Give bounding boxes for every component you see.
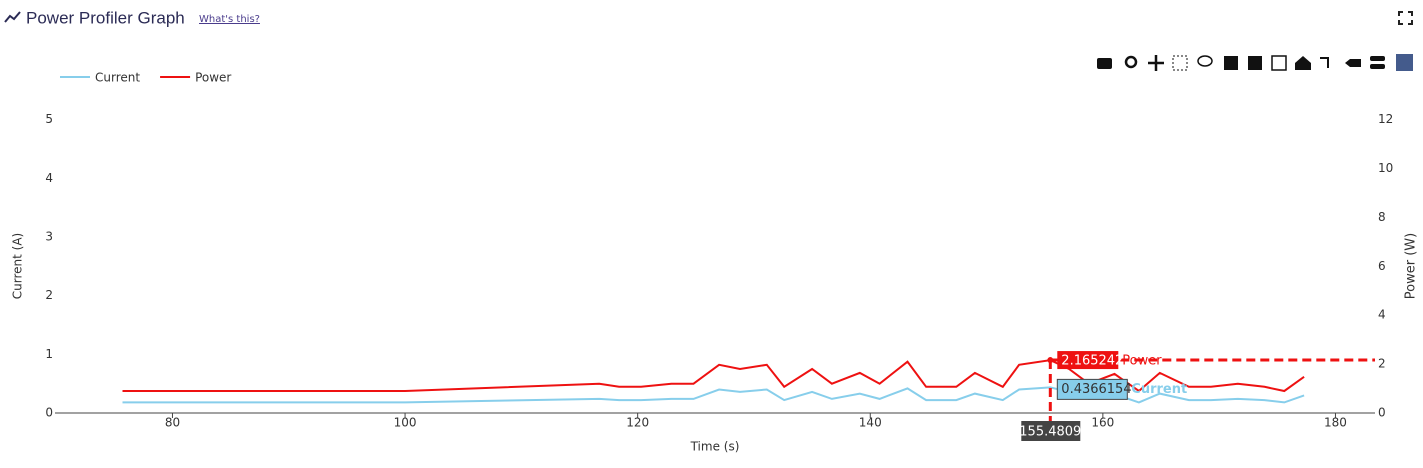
x-tick-label: 120	[626, 416, 649, 430]
help-link[interactable]: What's this?	[199, 14, 260, 25]
logo-button[interactable]	[1396, 54, 1413, 71]
select-button[interactable]	[1172, 55, 1188, 71]
y2-tick-label: 2	[1378, 357, 1386, 371]
y-tick-label: 5	[45, 112, 53, 126]
y2-tick-label: 8	[1378, 210, 1386, 224]
hover-value: 0.4366154	[1061, 382, 1131, 397]
y-tick-label: 0	[45, 406, 53, 420]
hover-point	[1047, 357, 1054, 364]
x-axis-label: Time (s)	[690, 440, 740, 454]
x-tick-label: 160	[1091, 416, 1114, 430]
pan-button[interactable]	[1148, 55, 1164, 71]
y2-tick-label: 12	[1378, 112, 1393, 126]
y-axis-label: Current (A)	[11, 233, 25, 299]
x-tick-label: 140	[859, 416, 882, 430]
x-tick-label: 80	[165, 416, 180, 430]
zoom-button[interactable]	[1124, 55, 1138, 69]
legend-label: Current	[95, 71, 140, 85]
spike-button[interactable]	[1320, 57, 1329, 68]
fullscreen-button[interactable]	[1398, 11, 1413, 25]
hover-series: Current	[1131, 382, 1187, 397]
series-line	[122, 386, 1305, 404]
hover-closest-button[interactable]	[1345, 59, 1361, 67]
toolbar	[1097, 54, 1413, 71]
hover-series: Power	[1122, 354, 1162, 369]
hover-label-box	[1057, 351, 1119, 370]
graph-icon	[4, 11, 21, 23]
x-tick-label: 180	[1324, 416, 1347, 430]
y-tick-label: 4	[45, 171, 53, 185]
zoom-in-button[interactable]	[1224, 56, 1238, 70]
y2-axis-label: Power (W)	[1404, 233, 1419, 299]
hover-x-label: 155.4809	[1019, 425, 1081, 440]
lasso-button[interactable]	[1197, 55, 1213, 67]
autoscale-button[interactable]	[1271, 55, 1287, 71]
hover-compare-button[interactable]	[1370, 56, 1385, 61]
y-tick-label: 1	[45, 347, 53, 361]
y2-tick-label: 10	[1378, 161, 1393, 175]
hover-x-box	[1021, 421, 1081, 441]
x-tick-label: 100	[394, 416, 417, 430]
zoom-out-button[interactable]	[1248, 56, 1262, 70]
page-title: Power Profiler Graph	[26, 8, 185, 27]
hover-label-box	[1056, 378, 1128, 400]
legend-label: Power	[195, 71, 231, 85]
y-tick-label: 2	[45, 288, 53, 302]
y2-tick-label: 0	[1378, 406, 1386, 420]
hover-value: 2.165242	[1061, 354, 1123, 369]
series-line	[122, 359, 1305, 393]
camera-button[interactable]	[1097, 58, 1112, 69]
y2-tick-label: 6	[1378, 259, 1386, 273]
y-tick-label: 3	[45, 229, 53, 243]
hover-compare-button[interactable]	[1370, 64, 1385, 69]
reset-button[interactable]	[1295, 56, 1311, 70]
y2-tick-label: 4	[1378, 308, 1386, 322]
